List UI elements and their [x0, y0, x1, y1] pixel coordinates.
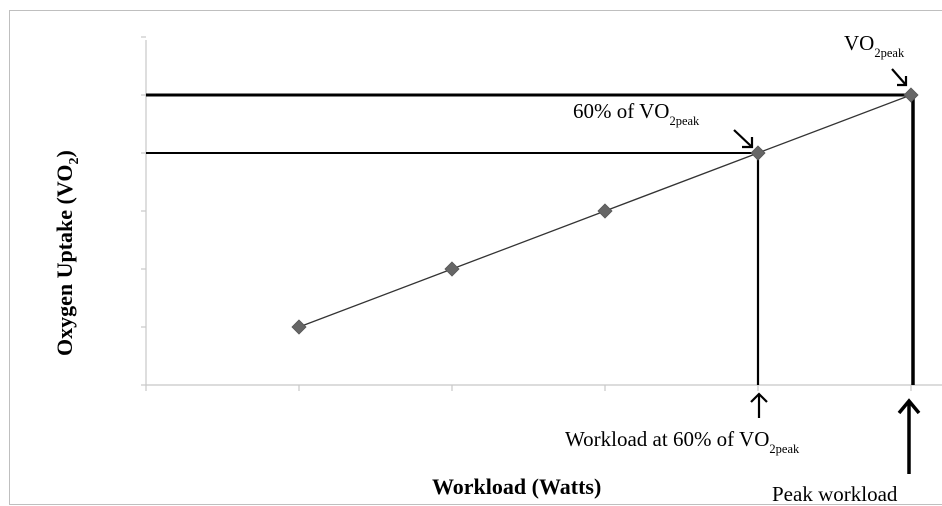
y-axis-title: Oxygen Uptake (VO2)	[52, 150, 82, 356]
data-point-marker	[444, 261, 460, 277]
peak-label: VO2peak	[844, 31, 905, 60]
data-point-marker	[291, 319, 307, 335]
series-markers	[291, 87, 919, 335]
data-point-marker	[597, 203, 613, 219]
sixty-percent-arrow-icon	[733, 129, 754, 149]
data-point-marker	[903, 87, 919, 103]
x-axis-title: Workload (Watts)	[432, 474, 601, 499]
x-axis-ticks	[145, 385, 912, 391]
data-point-marker	[750, 145, 766, 161]
peak-arrow-icon	[891, 68, 908, 87]
sixty-percent-label: 60% of VO2peak	[573, 99, 700, 128]
peak-workload-arrow-icon	[897, 398, 921, 474]
peak-workload-label: Peak workload	[772, 482, 898, 506]
chart-frame	[9, 10, 942, 505]
workload60-label: Workload at 60% of VO2peak	[565, 427, 800, 456]
y-axis-ticks	[141, 36, 146, 386]
workload60-arrow-icon	[750, 392, 768, 418]
